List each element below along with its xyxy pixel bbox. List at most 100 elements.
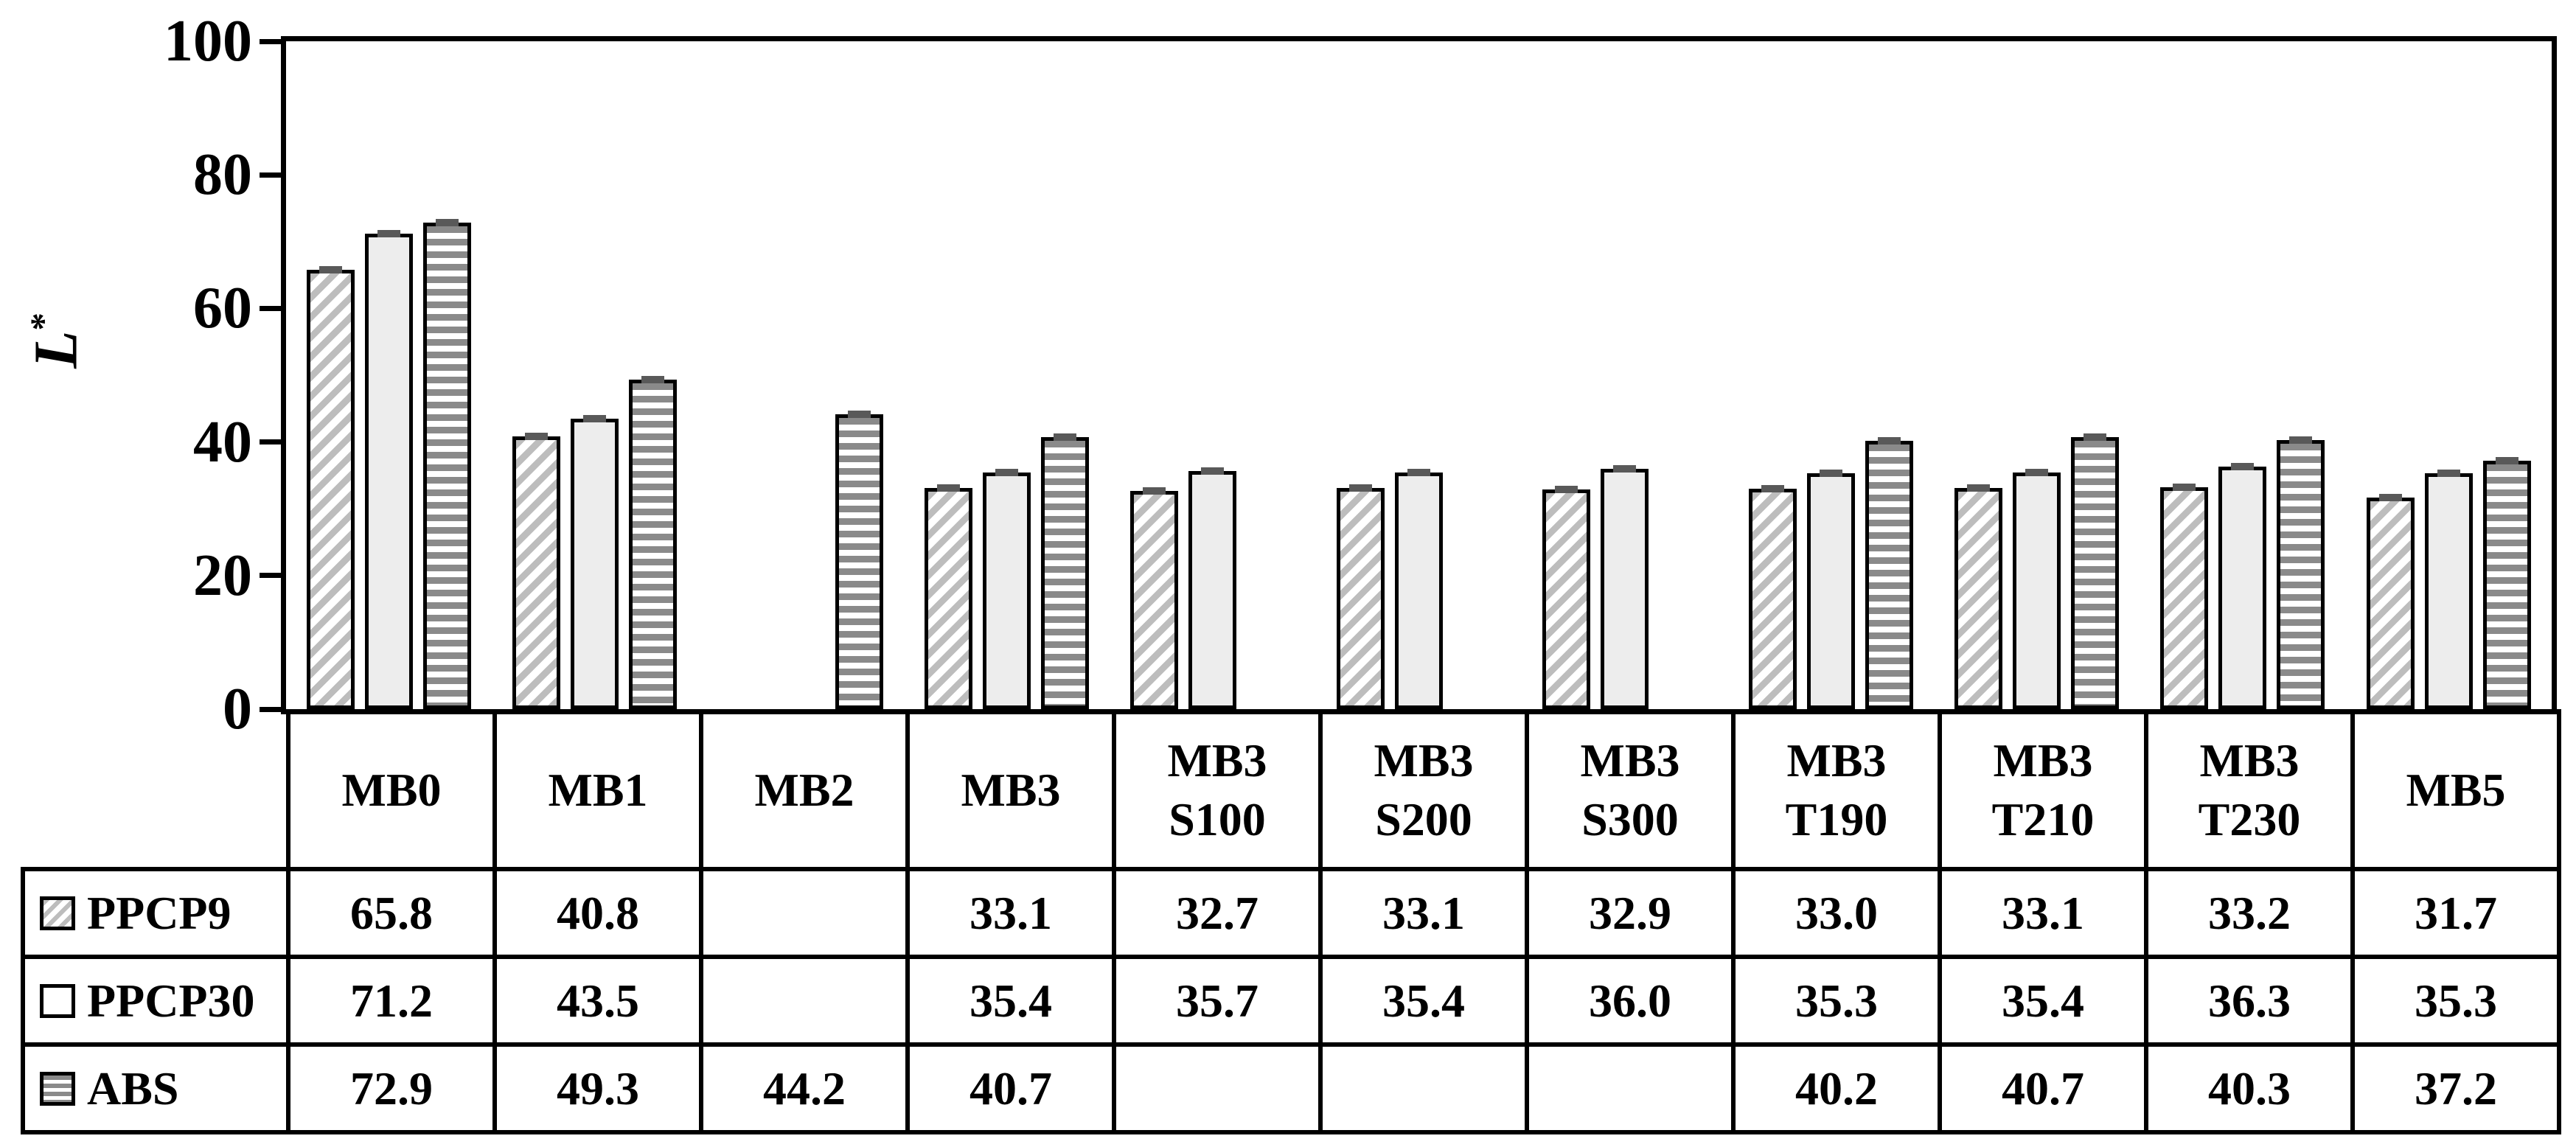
bar-ABS-MB2 [835,414,883,709]
error-bar-cap [1349,484,1372,492]
bar-PPCP9-MB0 [307,270,355,709]
error-bar-cap [2496,457,2518,464]
table-row: ABS 72.9 49.3 44.2 40.7 40.2 40.7 40.3 37.2 [21,1042,2561,1134]
table-row: PPCP30 71.2 43.5 35.4 35.7 35.4 36.0 35.3 35.4 36… [21,955,2561,1047]
table-header-row: MB0 MB1 MB2 MB3 MB3 S100 MB3 S200 MB3 S300 MB3 … [23,709,2561,871]
error-bar-cap [995,469,1018,476]
error-bar-cap [937,484,960,492]
bar-PPCP9-MB3 [925,488,972,709]
y-axis-tick-label: 40 [193,410,252,475]
error-bar-cap [1407,469,1430,476]
legend-swatch-ABS [40,1071,75,1106]
value-cell: 37.2 [2350,1042,2561,1134]
y-axis-tick-label: 0 [223,677,252,742]
y-axis-tick-label: 100 [164,9,252,74]
error-bar-cap [1878,437,1901,444]
error-bar-cap [1761,485,1784,492]
value-cell: 35.4 [905,955,1116,1047]
category-header-cell: MB3 T230 [2144,709,2355,871]
value-cell: 36.3 [2144,955,2355,1047]
y-axis-tick [260,306,281,311]
value-cell [699,867,910,959]
value-cell: 40.7 [905,1042,1116,1134]
value-cell [1525,1042,1736,1134]
value-cell [699,955,910,1047]
value-cell: 72.9 [286,1042,497,1134]
series-label: ABS [87,1061,179,1115]
y-axis-title-text: L [21,330,91,369]
category-header-cell: MB0 [286,709,497,871]
value-cell: 40.7 [1938,1042,2148,1134]
bar-PPCP30-MB3S300 [1601,469,1649,709]
bar-PPCP30-MB3S200 [1395,473,1443,709]
bar-PPCP9-MB1 [512,436,560,709]
y-axis-tick-label: 80 [193,142,252,207]
error-bar-cap [1201,467,1224,475]
bar-ABS-MB1 [629,380,677,709]
value-cell: 49.3 [492,1042,703,1134]
y-axis-tick-label: 20 [193,543,252,608]
value-cell: 32.7 [1112,867,1323,959]
error-bar-cap [1967,484,1990,492]
value-cell: 32.9 [1525,867,1736,959]
category-header-cell: MB2 [699,709,910,871]
legend-swatch-PPCP9 [40,896,75,930]
error-bar-cap [319,266,342,273]
error-bar-cap [2231,463,2254,470]
error-bar-cap [377,230,400,237]
error-bar-cap [2173,484,2196,491]
error-bar-cap [2379,494,2402,501]
value-cell: 40.3 [2144,1042,2355,1134]
y-axis-tick-label: 60 [193,276,252,341]
error-bar-cap [2025,469,2048,476]
value-cell: 35.7 [1112,955,1323,1047]
category-header-cell: MB1 [492,709,703,871]
value-cell: 44.2 [699,1042,910,1134]
error-bar-cap [2084,433,2106,441]
value-cell [1318,1042,1529,1134]
y-axis-tick [260,707,281,712]
value-cell: 33.2 [2144,867,2355,959]
y-axis-tick [260,573,281,578]
value-cell [1112,1042,1323,1134]
data-table: MB0 MB1 MB2 MB3 MB3 S100 MB3 S200 MB3 S300 MB3 … [21,709,2561,1134]
category-header-cell: MB3 T210 [1938,709,2148,871]
category-header-cell: MB3 [905,709,1116,871]
bar-PPCP9-MB3T190 [1749,489,1797,709]
error-bar-cap [1555,486,1578,493]
bar-ABS-MB3T190 [1865,441,1913,709]
value-cell: 65.8 [286,867,497,959]
category-header-cell: MB3 S200 [1318,709,1529,871]
bar-PPCP30-MB0 [365,234,413,709]
error-bar-cap [525,433,548,440]
value-cell: 33.0 [1731,867,1942,959]
value-cell: 35.4 [1318,955,1529,1047]
y-axis-tick [260,439,281,444]
bar-PPCP30-MB3S100 [1188,471,1236,709]
y-axis-title-superscript: * [23,313,63,331]
error-bar-cap [1613,465,1636,473]
value-cell: 31.7 [2350,867,2561,959]
error-bar-cap [2437,470,2460,477]
bar-PPCP30-MB3T190 [1807,473,1855,709]
bar-ABS-MB5 [2483,461,2531,709]
plot-area [281,36,2557,714]
error-bar-cap [1143,487,1166,495]
value-cell: 33.1 [905,867,1116,959]
category-header-cell: MB3 S100 [1112,709,1323,871]
bar-PPCP9-MB3T210 [1954,488,2002,709]
series-row-header: PPCP30 [21,955,290,1047]
bar-PPCP30-MB1 [571,419,619,709]
table-corner-cell [23,711,288,869]
value-cell: 35.3 [1731,955,1942,1047]
bar-ABS-MB3 [1041,437,1089,709]
error-bar-cap [1054,433,1076,441]
value-cell: 36.0 [1525,955,1736,1047]
bar-ABS-MB0 [423,223,471,709]
value-cell: 35.4 [1938,955,2148,1047]
error-bar-cap [2289,436,2312,444]
bar-PPCP9-MB3S100 [1130,491,1178,709]
series-label: PPCP9 [87,886,232,939]
value-cell: 71.2 [286,955,497,1047]
